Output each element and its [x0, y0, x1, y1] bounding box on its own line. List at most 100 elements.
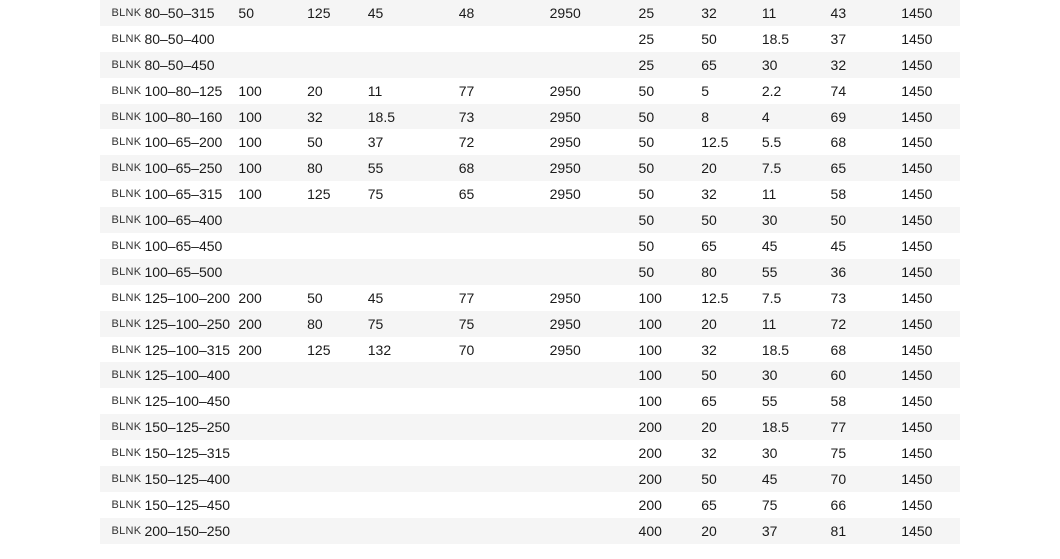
cell-c10: 75 [829, 440, 900, 466]
cell-c10: 68 [829, 337, 900, 363]
cell-c2 [236, 466, 305, 492]
cell-c7: 50 [637, 78, 700, 104]
cell-c4 [366, 233, 457, 259]
cell-c5: 65 [457, 181, 548, 207]
table-row: BLNK125–100–4001005030601450 [100, 362, 960, 388]
cell-c9: 45 [760, 233, 829, 259]
cell-c7: 100 [637, 388, 700, 414]
cell-c9: 7.5 [760, 285, 829, 311]
cell-c10: 58 [829, 181, 900, 207]
cell-c4 [366, 518, 457, 544]
cell-model: 125–100–200 [142, 285, 236, 311]
cell-c5 [457, 52, 548, 78]
cell-c8: 50 [699, 26, 760, 52]
cell-c10: 68 [829, 129, 900, 155]
cell-c2: 200 [236, 285, 305, 311]
cell-c9: 55 [760, 388, 829, 414]
cell-c8: 50 [699, 466, 760, 492]
cell-c3 [305, 414, 366, 440]
cell-prefix: BLNK [100, 362, 142, 388]
cell-c5: 77 [457, 78, 548, 104]
table-row: BLNK125–100–200200504577295010012.57.573… [100, 285, 960, 311]
cell-c5 [457, 440, 548, 466]
cell-c7: 25 [637, 0, 700, 26]
cell-c5: 68 [457, 155, 548, 181]
cell-c4 [366, 52, 457, 78]
cell-c8: 12.5 [699, 129, 760, 155]
cell-c11: 1450 [899, 233, 960, 259]
cell-c6: 2950 [548, 104, 637, 130]
cell-c11: 1450 [899, 492, 960, 518]
cell-prefix: BLNK [100, 155, 142, 181]
cell-c10: 50 [829, 207, 900, 233]
cell-c3 [305, 388, 366, 414]
cell-c4: 55 [366, 155, 457, 181]
cell-c9: 18.5 [760, 414, 829, 440]
table-row: BLNK80–50–400255018.5371450 [100, 26, 960, 52]
cell-c9: 37 [760, 518, 829, 544]
cell-c6: 2950 [548, 311, 637, 337]
table-row: BLNK150–125–3152003230751450 [100, 440, 960, 466]
cell-c9: 4 [760, 104, 829, 130]
cell-prefix: BLNK [100, 129, 142, 155]
cell-c8: 20 [699, 311, 760, 337]
cell-prefix: BLNK [100, 337, 142, 363]
cell-c9: 30 [760, 440, 829, 466]
cell-c10: 43 [829, 0, 900, 26]
cell-c7: 25 [637, 52, 700, 78]
cell-model: 200–150–250 [142, 518, 236, 544]
cell-c4: 37 [366, 129, 457, 155]
cell-c7: 25 [637, 26, 700, 52]
cell-c2: 200 [236, 337, 305, 363]
cell-c7: 200 [637, 492, 700, 518]
cell-model: 100–65–250 [142, 155, 236, 181]
cell-c8: 80 [699, 259, 760, 285]
cell-c11: 1450 [899, 362, 960, 388]
cell-prefix: BLNK [100, 233, 142, 259]
cell-c3: 125 [305, 181, 366, 207]
cell-c3: 125 [305, 0, 366, 26]
cell-c6 [548, 207, 637, 233]
cell-c7: 100 [637, 337, 700, 363]
cell-c10: 37 [829, 26, 900, 52]
cell-c4: 75 [366, 311, 457, 337]
cell-c10: 45 [829, 233, 900, 259]
table-row: BLNK150–125–2502002018.5771450 [100, 414, 960, 440]
cell-c9: 7.5 [760, 155, 829, 181]
table-row: BLNK100–65–400505030501450 [100, 207, 960, 233]
cell-c11: 1450 [899, 414, 960, 440]
cell-c8: 20 [699, 155, 760, 181]
cell-c6 [548, 518, 637, 544]
cell-c6 [548, 440, 637, 466]
cell-c3 [305, 466, 366, 492]
cell-c5 [457, 518, 548, 544]
cell-c5 [457, 492, 548, 518]
cell-prefix: BLNK [100, 104, 142, 130]
cell-c6: 2950 [548, 285, 637, 311]
cell-c7: 50 [637, 207, 700, 233]
cell-c6 [548, 26, 637, 52]
cell-c4 [366, 492, 457, 518]
cell-c5: 75 [457, 311, 548, 337]
cell-c9: 2.2 [760, 78, 829, 104]
cell-c7: 50 [637, 181, 700, 207]
cell-c5: 70 [457, 337, 548, 363]
cell-c7: 50 [637, 155, 700, 181]
cell-c11: 1450 [899, 285, 960, 311]
cell-c5: 77 [457, 285, 548, 311]
cell-model: 125–100–400 [142, 362, 236, 388]
cell-model: 125–100–250 [142, 311, 236, 337]
cell-c11: 1450 [899, 466, 960, 492]
cell-c3: 50 [305, 285, 366, 311]
cell-c10: 81 [829, 518, 900, 544]
cell-model: 150–125–250 [142, 414, 236, 440]
cell-c2: 200 [236, 311, 305, 337]
cell-c2 [236, 414, 305, 440]
cell-model: 100–65–400 [142, 207, 236, 233]
cell-c4 [366, 207, 457, 233]
cell-prefix: BLNK [100, 207, 142, 233]
cell-c3 [305, 26, 366, 52]
cell-c9: 30 [760, 207, 829, 233]
cell-c3: 80 [305, 311, 366, 337]
cell-c8: 32 [699, 337, 760, 363]
